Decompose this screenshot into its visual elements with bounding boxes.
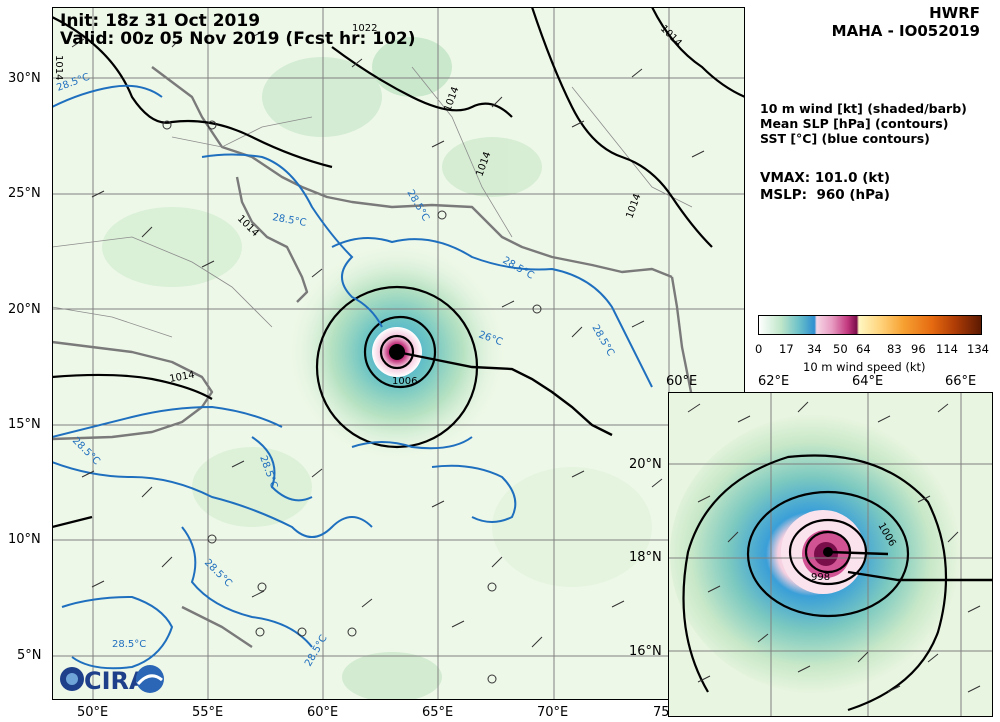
lat-tick: 5°N [17,648,42,663]
main-map-frame [52,7,745,700]
inset-lon-tick: 60°E [666,374,698,389]
lon-tick: 70°E [537,705,569,720]
colorbar-label: 10 m wind speed (kt) [803,360,926,374]
inset-lon-tick: 66°E [945,374,977,389]
colorbar-tick: 96 [911,342,926,356]
wind-barbs [71,30,705,648]
inset-map-frame [668,392,993,717]
legend-line-slp: Mean SLP [hPa] (contours) [760,116,949,131]
slp-label: 998 [811,572,830,583]
valid-time: Valid: 00z 05 Nov 2019 (Fcst hr: 102) [60,29,416,49]
mslp-readout: MSLP: 960 (hPa) [760,187,890,203]
colorbar-tick: 34 [807,342,822,356]
main-map: 1022 1014 1014 1014 1014 1014 1014 1014 … [52,7,745,700]
colorbar-tick: 83 [887,342,902,356]
sst-label: 28.5°C [112,639,146,650]
storm-track [396,350,613,437]
slp-label: 1014 [169,370,196,385]
inset-center-marker [823,547,833,557]
inset-slp-contours [682,454,948,712]
wind-colorbar [758,315,982,335]
inset-track [827,550,993,582]
inset-wind-barbs [687,401,981,693]
legend-line-sst: SST [°C] (blue contours) [760,131,930,146]
lat-tick: 15°N [8,417,41,432]
lon-tick: 65°E [422,705,454,720]
colorbar-tick: 0 [755,342,763,356]
lat-tick: 10°N [8,532,41,547]
colorbar-tick: 64 [856,342,871,356]
slp-label: 1014 [53,55,64,80]
storm-name: MAHA - IO052019 [831,22,980,40]
lat-tick: 30°N [8,71,41,86]
slp-label: 1006 [392,376,417,387]
lon-tick: 55°E [192,705,224,720]
legend-line-wind: 10 m wind [kt] (shaded/barb) [760,101,967,116]
colorbar-tick: 50 [833,342,848,356]
colorbar-tick: 17 [779,342,794,356]
wind-shading [102,37,652,700]
lat-tick: 25°N [8,186,41,201]
colorbar-tick: 114 [936,342,958,356]
colorbar-tick: 134 [967,342,989,356]
inset-lon-tick: 62°E [758,374,790,389]
sst-contours [52,84,653,670]
inset-lat-tick: 20°N [629,457,662,472]
lon-tick: 60°E [307,705,339,720]
lon-tick: 75 [653,705,670,720]
storm-center-marker [389,344,405,360]
slp-label: 1022 [352,23,377,34]
lat-tick: 20°N [8,302,41,317]
model-name: HWRF [929,4,980,22]
inset-lat-tick: 18°N [629,550,662,565]
cira-logo: CIRA [58,662,168,696]
vmax-readout: VMAX: 101.0 (kt) [760,170,891,186]
inset-map: 1006 998 [668,392,993,717]
init-time: Init: 18z 31 Oct 2019 [60,11,261,31]
gridlines [52,7,745,700]
calm-circles [162,120,542,684]
inset-lat-tick: 16°N [629,644,662,659]
cira-logo-graphic: CIRA [60,665,164,695]
inset-lon-tick: 64°E [852,374,884,389]
lon-tick: 50°E [77,705,109,720]
